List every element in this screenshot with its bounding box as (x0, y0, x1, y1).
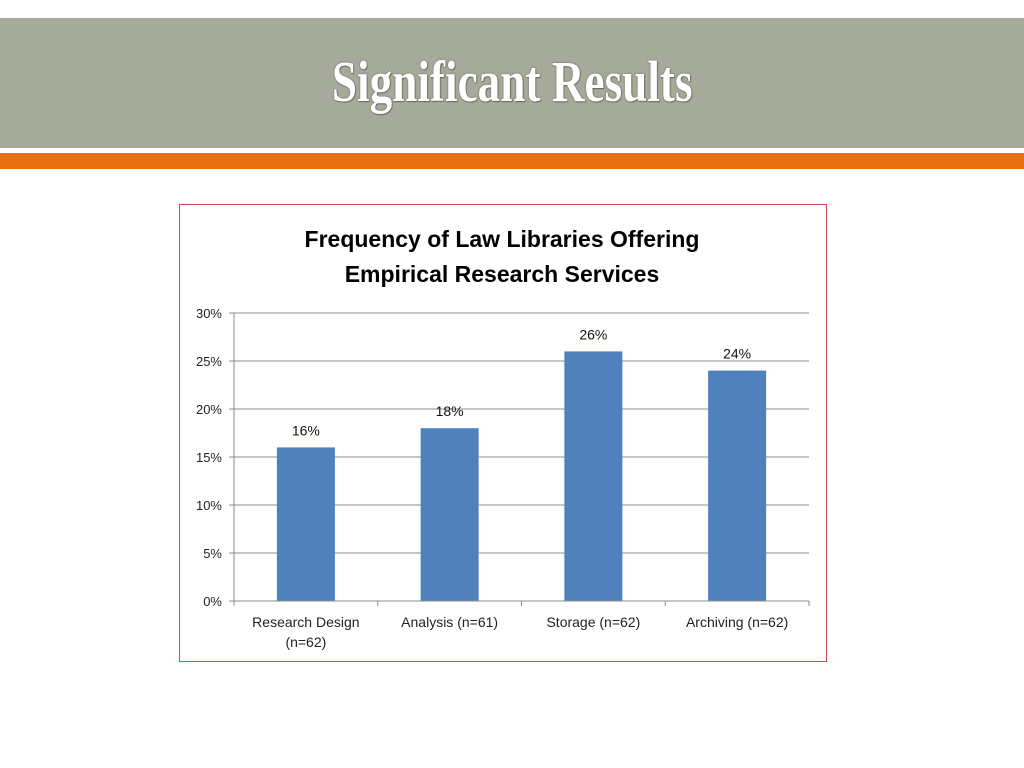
y-axis-tick-labels: 0% 5% 10% 15% 20% 25% 30% (196, 306, 222, 609)
category-label: Research Design (252, 614, 359, 630)
category-label: Analysis (n=61) (401, 614, 498, 630)
slide-title: Significant Results (331, 48, 693, 114)
category-label: Storage (n=62) (546, 614, 640, 630)
y-tick-label: 30% (196, 306, 222, 321)
bar (564, 351, 623, 601)
bar (708, 370, 767, 601)
y-tick-label: 0% (203, 594, 222, 609)
bar (276, 447, 335, 601)
data-label: 18% (436, 403, 464, 419)
x-axis-category-labels: Research Design (n=62) Analysis (n=61) Stor… (252, 614, 788, 650)
category-label: Archiving (n=62) (686, 614, 788, 630)
y-tick-label: 20% (196, 402, 222, 417)
bars (276, 351, 767, 601)
axes (229, 312, 810, 606)
y-tick-label: 25% (196, 354, 222, 369)
bar (420, 428, 479, 601)
divider-gap (0, 148, 1024, 153)
y-tick-label: 10% (196, 498, 222, 513)
data-label: 26% (579, 326, 607, 342)
data-label: 16% (292, 422, 320, 438)
category-label: (n=62) (285, 634, 326, 650)
y-tick-label: 15% (196, 450, 222, 465)
y-tick-label: 5% (203, 546, 222, 561)
chart-container: Frequency of Law Libraries Offering Empi… (179, 204, 827, 662)
chart-title-line-2: Empirical Research Services (345, 261, 660, 287)
accent-bar (0, 153, 1024, 169)
data-label: 24% (723, 346, 751, 362)
chart-title-line-1: Frequency of Law Libraries Offering (305, 226, 700, 252)
bar-chart: Frequency of Law Libraries Offering Empi… (196, 226, 810, 650)
title-band: Significant Results (0, 18, 1024, 148)
data-labels: 16% 18% 26% 24% (292, 326, 751, 438)
